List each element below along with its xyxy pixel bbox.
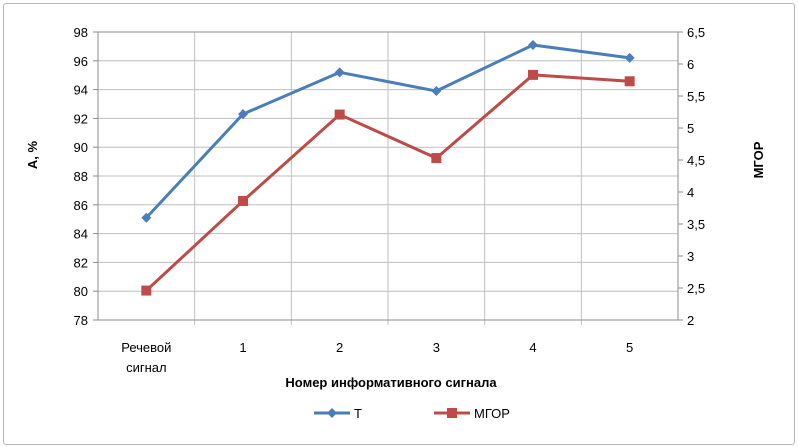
y-tick-label: 88 [74,169,88,184]
y-right-tick-label: 4,5 [687,153,705,168]
data-point [238,195,248,206]
grid [97,31,679,325]
y-axis-left: 78 80 82 84 86 88 90 92 94 96 98 [74,25,98,328]
x-tick-label: 1 [239,340,246,355]
x-tick-label: Речевой [121,340,171,355]
y-tick-label: 80 [74,284,88,299]
y-right-tick-label: 2,5 [687,281,705,296]
data-point [528,39,538,50]
data-point [141,285,152,296]
legend-swatch-marker [327,408,337,418]
x-tick-label: 5 [626,340,633,355]
y-right-tick-label: 4 [687,185,694,200]
y-tick-label: 98 [74,25,88,40]
legend: Т МГОР [314,406,510,421]
data-point [431,86,442,97]
series-2 [141,69,635,296]
x-axis: Речевой сигнал 1 2 3 4 5 [121,340,633,375]
x-tick-label: 3 [433,340,440,355]
y-tick-label: 78 [74,313,88,328]
series-1 [141,39,635,223]
series-line [145,73,630,292]
y-tick-label: 84 [74,227,88,242]
y-axis-right: 2 2,5 3 3,5 4 4,5 5 5,5 6 6,5 [678,25,705,328]
x-tick-label: 4 [529,340,536,355]
y-tick-label: 82 [74,255,88,270]
data-point [334,67,345,78]
data-point [431,153,442,164]
y-right-tick-label: 5,5 [687,89,705,104]
y-tick-label: 90 [74,140,88,155]
y-right-tick-label: 6 [687,57,694,72]
data-point [141,212,152,223]
y-axis-label-right: МГОР [751,141,766,178]
data-point [528,69,538,80]
y-right-tick-label: 3 [687,249,694,264]
x-tick-label: 2 [336,340,343,355]
y-right-tick-label: 5 [687,121,694,136]
y-tick-label: 92 [74,111,88,126]
x-axis-label: Номер информативного сигнала [285,375,497,390]
y-tick-label: 86 [74,198,88,213]
legend-swatch-marker [447,408,457,418]
data-point [624,52,635,63]
y-axis-label-left: А, % [25,140,40,169]
series-line [145,43,630,219]
x-tick-label: сигнал [126,360,167,375]
legend-label: Т [354,406,362,421]
y-right-tick-label: 3,5 [687,217,705,232]
data-point [238,109,248,120]
legend-label: МГОР [474,406,510,421]
y-right-tick-label: 2 [687,313,694,328]
y-tick-label: 96 [74,54,88,69]
y-tick-label: 94 [74,83,88,98]
data-point [334,109,345,120]
chart-frame [3,3,795,445]
series-layer [141,39,635,296]
y-right-tick-label: 6,5 [687,25,705,40]
data-point [624,76,635,87]
